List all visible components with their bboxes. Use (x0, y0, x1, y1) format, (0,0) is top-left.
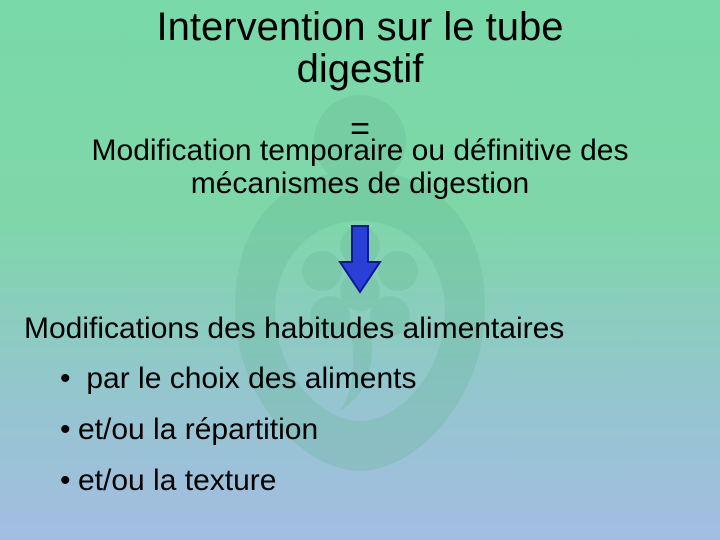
title-line-2: digestif (297, 47, 424, 91)
bullet-text: et/ou la texture (78, 464, 276, 497)
list-item: •et/ou la texture (60, 464, 700, 497)
section-heading: Modifications des habitudes alimentaires (24, 312, 700, 346)
title-line-1: Intervention sur le tube (157, 5, 564, 49)
section-heading-text: Modifications des habitudes alimentaires (24, 312, 564, 345)
slide-subtitle: Modification temporaire ou définitive de… (10, 134, 710, 200)
arrow-down-icon (338, 224, 382, 294)
bullet-text: par le choix des aliments (78, 362, 417, 395)
slide: Intervention sur le tube digestif = Modi… (0, 0, 720, 540)
down-arrow (0, 224, 720, 299)
bullet-list: • par le choix des aliments •et/ou la ré… (60, 362, 700, 515)
subtitle-line-2: mécanismes de digestion (191, 167, 530, 200)
slide-title: Intervention sur le tube digestif (0, 6, 720, 90)
bullet-marker: • (60, 464, 78, 497)
bullet-text: et/ou la répartition (78, 413, 318, 446)
list-item: • par le choix des aliments (60, 362, 700, 395)
bullet-marker: • (60, 362, 78, 395)
bullet-marker: • (60, 413, 78, 446)
list-item: •et/ou la répartition (60, 413, 700, 446)
subtitle-line-1: Modification temporaire ou définitive de… (92, 134, 629, 167)
